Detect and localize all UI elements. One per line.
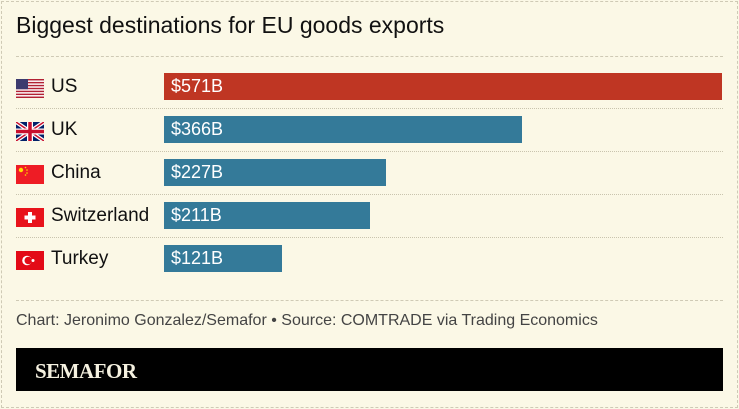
china-flag-icon: [16, 165, 44, 184]
switzerland-flag-icon: [16, 208, 44, 227]
bar: $366B: [164, 116, 522, 143]
value-label: $571B: [171, 76, 224, 96]
bar: $211B: [164, 202, 371, 229]
bar-row: Turkey $121B: [16, 245, 723, 288]
value-label: $121B: [171, 248, 224, 268]
bar: $571B: [164, 73, 722, 100]
value-label: $227B: [171, 162, 224, 182]
bar-row: Switzerland $211B: [16, 202, 723, 245]
category-label: UK: [51, 119, 78, 140]
uk-flag-icon: [14, 120, 46, 143]
category-label: Switzerland: [51, 205, 150, 226]
bar-row: US $571B: [16, 73, 723, 116]
value-label: $211B: [171, 205, 222, 225]
row-separator: [16, 151, 723, 152]
row-separator: [16, 237, 723, 238]
bar: $227B: [164, 159, 386, 186]
source-credit: Chart: Jeronimo Gonzalez/Semafor • Sourc…: [16, 312, 598, 329]
bar: $121B: [164, 245, 283, 272]
row-separator: [16, 194, 723, 195]
bar-row: China $227B: [16, 159, 723, 202]
divider: [16, 300, 723, 301]
category-label: China: [51, 162, 101, 183]
row-separator: [16, 108, 723, 109]
turkey-flag-icon: [16, 251, 44, 270]
value-label: $366B: [171, 119, 224, 139]
chart-title: Biggest destinations for EU goods export…: [16, 12, 445, 38]
brand-bar: SEMAFOR: [16, 348, 723, 391]
us-flag-icon: [16, 79, 44, 98]
divider: [16, 56, 723, 57]
category-label: US: [51, 76, 78, 97]
semafor-logo: SEMAFOR: [35, 359, 137, 383]
category-label: Turkey: [51, 248, 109, 269]
bar-row: UK $366B: [14, 116, 723, 159]
